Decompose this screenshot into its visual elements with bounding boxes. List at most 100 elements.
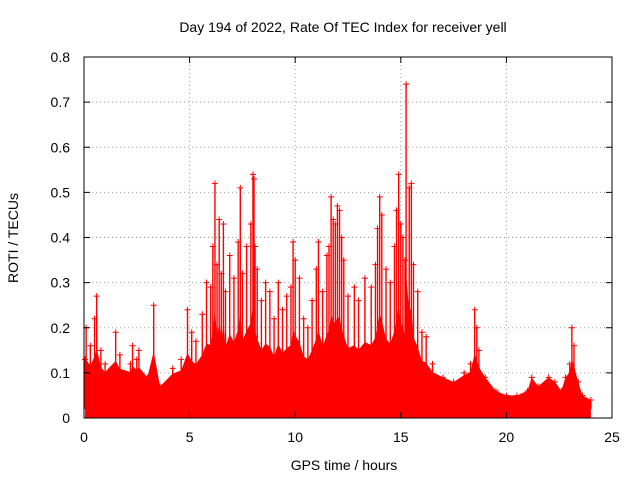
data-point: [562, 374, 569, 381]
y-tick-label: 0.3: [51, 275, 71, 291]
data-point: [330, 216, 337, 223]
data-point: [296, 275, 303, 282]
data-point: [127, 360, 134, 367]
data-point: [254, 266, 261, 273]
data-point: [309, 297, 316, 304]
data-point: [399, 234, 406, 241]
data-point: [440, 374, 447, 381]
data-point: [207, 284, 214, 291]
data-point: [129, 342, 136, 349]
data-point: [387, 279, 394, 286]
x-tick-label: 25: [604, 429, 620, 445]
data-point: [513, 392, 520, 399]
data-point: [535, 383, 542, 390]
data-point: [423, 333, 430, 340]
data-point: [133, 356, 140, 363]
data-point: [473, 324, 480, 331]
data-point: [325, 243, 332, 250]
data-point: [211, 180, 218, 187]
data-point: [528, 374, 535, 381]
data-point: [203, 279, 210, 286]
data-point: [334, 202, 341, 209]
data-point: [192, 338, 199, 345]
data-point: [492, 387, 499, 394]
x-tick-label: 10: [287, 429, 303, 445]
data-point: [355, 297, 362, 304]
data-point: [144, 374, 151, 381]
data-point: [247, 220, 254, 227]
y-tick-label: 0: [62, 410, 70, 426]
data-point: [566, 360, 573, 367]
data-point: [475, 347, 482, 354]
data-point: [304, 324, 311, 331]
y-tick-label: 0.5: [51, 184, 71, 200]
data-point: [524, 387, 531, 394]
data-point: [467, 360, 474, 367]
data-point: [374, 225, 381, 232]
data-point: [336, 207, 343, 214]
data-point: [300, 315, 307, 322]
data-point: [169, 365, 176, 372]
data-point: [408, 180, 415, 187]
data-point: [209, 243, 216, 250]
data-point: [262, 279, 269, 286]
data-point: [290, 239, 297, 246]
x-tick-label: 20: [499, 429, 515, 445]
data-point: [414, 288, 421, 295]
data-point: [230, 275, 237, 282]
data-point: [568, 324, 575, 331]
y-tick-label: 0.6: [51, 139, 71, 155]
data-point: [283, 293, 290, 300]
chart-title: Day 194 of 2022, Rate Of TEC Index for r…: [179, 19, 506, 35]
data-point: [199, 311, 206, 318]
x-tick-label: 0: [80, 429, 88, 445]
data-point: [249, 171, 256, 178]
data-point: [157, 383, 164, 390]
data-points: [82, 81, 594, 418]
data-point: [258, 297, 265, 304]
data-point: [252, 243, 259, 250]
data-point: [410, 261, 417, 268]
data-point: [450, 378, 457, 385]
data-point: [402, 257, 409, 264]
y-tick-label: 0.2: [51, 320, 71, 336]
data-point: [251, 175, 258, 182]
y-tick-label: 0.8: [51, 49, 71, 65]
data-point: [570, 342, 577, 349]
data-point: [397, 220, 404, 227]
data-point: [97, 347, 104, 354]
data-point: [340, 257, 347, 264]
data-point: [218, 270, 225, 277]
data-point: [418, 329, 425, 336]
data-point: [87, 342, 94, 349]
data-point: [461, 369, 468, 376]
data-point: [235, 239, 242, 246]
data-point: [376, 193, 383, 200]
data-point: [482, 374, 489, 381]
y-tick-label: 0.7: [51, 94, 71, 110]
data-point: [135, 347, 142, 354]
data-point: [266, 288, 273, 295]
data-point: [237, 184, 244, 191]
data-point: [429, 360, 436, 367]
data-point: [351, 284, 358, 291]
data-point: [558, 387, 565, 394]
x-tick-label: 5: [186, 429, 194, 445]
data-point: [184, 306, 191, 313]
data-point: [226, 252, 233, 259]
data-point: [503, 392, 510, 399]
data-point: [214, 261, 221, 268]
data-point: [279, 306, 286, 313]
data-point: [91, 315, 98, 322]
data-point: [372, 261, 379, 268]
data-point: [406, 184, 413, 191]
data-point: [328, 193, 335, 200]
y-tick-label: 0.1: [51, 365, 71, 381]
axis-ticks: 0 5 10 15 20 25 0 0.1 0.2 0.3 0.4 0.5 0.6 0.7 0.8: [51, 49, 620, 445]
data-point: [222, 288, 229, 295]
data-point: [150, 302, 157, 309]
data-point: [112, 329, 119, 336]
data-point: [338, 234, 345, 241]
data-point: [391, 243, 398, 250]
data-point: [82, 356, 89, 363]
